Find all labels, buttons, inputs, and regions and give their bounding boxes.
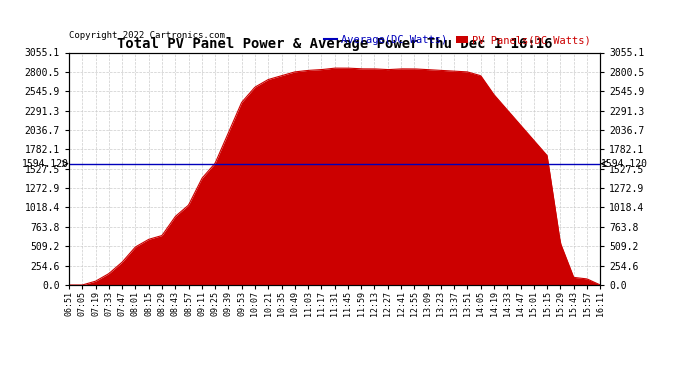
- Text: Copyright 2022 Cartronics.com: Copyright 2022 Cartronics.com: [69, 31, 225, 40]
- Legend: Average(DC Watts), PV Panels(DC Watts): Average(DC Watts), PV Panels(DC Watts): [320, 31, 595, 49]
- Text: 1594.120: 1594.120: [601, 159, 648, 169]
- Text: 1594.120: 1594.120: [21, 159, 68, 169]
- Title: Total PV Panel Power & Average Power Thu Dec 1 16:16: Total PV Panel Power & Average Power Thu…: [117, 38, 553, 51]
